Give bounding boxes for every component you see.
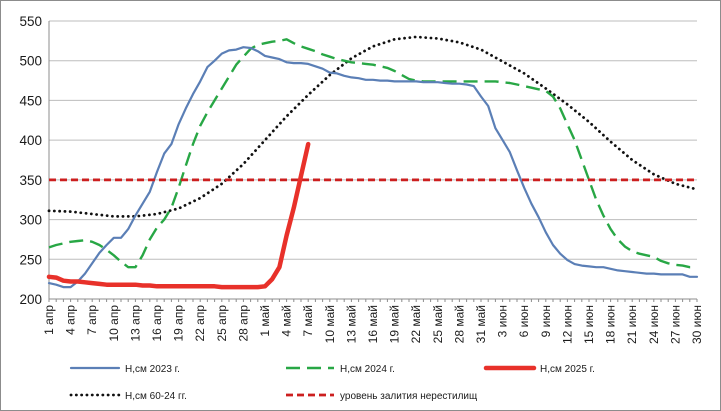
y-axis: 200 250 300 350 400 450 500 550 [19,14,50,307]
x-tick-label: 25 апр [215,305,229,342]
legend-label-3: Н,см 60-24 гг. [125,391,187,402]
x-tick-label: 27 июн [668,305,682,344]
series-line-3 [47,35,699,218]
x-tick-label: 13 апр [128,305,142,342]
x-tick-label: 10 май [323,305,337,343]
x-tick-label: 22 апр [193,305,207,342]
x-tick-label: 21 июн [625,305,639,344]
x-tick-label: 16 май [366,305,380,343]
x-tick-label: 15 июн [582,305,596,344]
y-tick-label: 500 [19,54,42,69]
series-line-0 [47,46,699,289]
x-tick-label: 13 май [344,305,358,343]
y-tick-label: 400 [19,133,42,148]
x-tick-label: 7 апр [85,305,99,335]
x-tick-label: 6 июн [517,305,531,337]
x-tick-label: 24 июн [647,305,661,344]
x-tick-label: 16 апр [150,305,164,342]
y-tick-label: 300 [19,213,42,228]
x-tick-label: 7 май [301,305,315,337]
x-tick-label: 22 май [409,305,423,343]
legend-label-4: уровень залития нерестилищ [340,391,477,402]
x-tick-label: 4 апр [64,305,78,335]
x-tick-label: 1 апр [42,305,56,335]
y-tick-label: 350 [19,173,42,188]
gridlines [49,20,697,300]
legend-label-1: Н,см 2024 г. [340,364,395,375]
x-tick-label: 9 июн [539,305,553,337]
x-tick-label: 25 май [431,305,445,343]
x-tick-label: 19 май [388,305,402,343]
x-tick-label: 30 июн [690,305,704,344]
x-tick-label: 28 май [452,305,466,343]
x-tick-label: 31 май [474,305,488,343]
legend-label-2: Н,см 2025 г. [540,364,595,375]
x-tick-label: 3 июн [496,305,510,337]
x-tick-label: 18 июн [604,305,618,344]
legend-label-0: Н,см 2023 г. [125,364,180,375]
x-axis: 1 апр 4 апр 7 апр 10 апр 13 апр 16 апр 19 апр 2… [42,298,704,344]
y-tick-label: 450 [19,93,42,108]
y-tick-label: 250 [19,252,42,267]
x-tick-label: 1 май [258,305,272,337]
y-tick-label: 550 [19,14,42,29]
x-tick-label: 4 май [280,305,294,337]
series-line-1 [48,38,697,269]
series-line-2 [46,141,311,290]
x-tick-label: 10 апр [107,305,121,342]
x-tick-label: 19 апр [172,305,186,342]
series-layer [46,35,699,290]
x-tick-label: 28 апр [236,305,250,342]
y-tick-label: 200 [19,292,42,307]
x-tick-label: 12 июн [560,305,574,344]
legend: Н,см 2023 г. Н,см 2024 г. Н,см 2025 г. Н,см… [69,364,595,402]
